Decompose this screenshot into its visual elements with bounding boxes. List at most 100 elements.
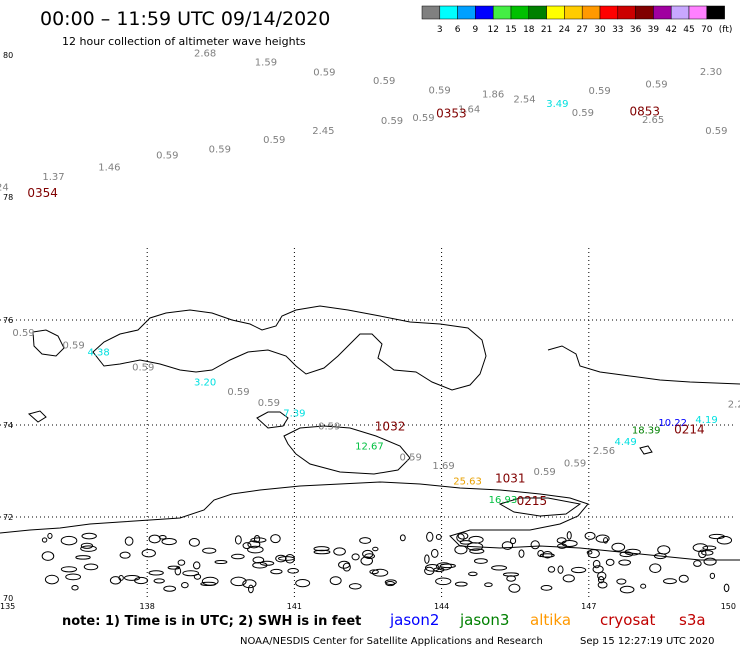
lake [247,545,264,554]
lake [313,549,331,555]
swh-value: 10.22 [658,418,687,429]
lake [182,570,200,577]
lake [371,568,389,577]
lake [678,574,689,583]
lake [252,556,265,564]
lake [539,553,555,558]
lake [41,551,55,561]
lake [372,546,379,552]
lake [348,583,362,590]
lake [435,577,452,586]
lake [234,535,242,545]
lake [252,561,268,569]
lake [708,533,725,540]
lake [430,548,439,558]
lake [109,576,122,585]
swh-value: 25.63 [453,476,482,487]
legend-swatch [457,5,476,20]
lake [161,537,177,546]
lake [230,576,247,587]
coast-inlet-east [498,497,582,517]
lake [158,535,167,540]
lake [192,561,201,570]
lake [329,576,342,586]
lake [338,560,351,569]
swh-value: 4.49 [614,437,636,448]
lake [369,569,379,575]
swh-value: 0.59 [564,458,586,469]
lake [540,585,553,591]
swh-value: 0.59 [258,398,280,409]
kotelny-island-outline [92,305,487,391]
lake [174,566,182,576]
lake [698,549,707,559]
lake [454,581,468,587]
legend-label: 15 [505,25,516,35]
lake [557,565,564,574]
lake [60,566,78,573]
lake [509,537,517,545]
swh-value: 0.59 [318,422,340,433]
coastlines [0,305,740,561]
lake [313,546,330,552]
legend-swatch [599,5,619,20]
legend-swatch [653,5,672,20]
lake [253,534,261,543]
swh-value: 2.45 [312,126,334,137]
lake [570,566,587,574]
swh-value: 4.38 [87,348,109,359]
lake [692,543,709,553]
lake [362,549,374,559]
legend-label: 30 [594,25,606,35]
swh-value: 0.59 [209,144,231,155]
swh-value: 2.24 [0,183,9,194]
lake [457,532,469,540]
lake [141,548,156,558]
lake [399,534,406,542]
swh-value: 18.39 [632,425,661,436]
lake [597,581,608,589]
lake [468,571,478,577]
lake [459,540,472,545]
lake [640,583,647,589]
swh-value: 0.59 [645,80,667,91]
lake [242,542,252,550]
lake [424,564,440,572]
lake [469,548,485,554]
swh-value: 2.20 [728,400,740,411]
swh-value: 0.59 [12,328,34,339]
lake [60,535,78,546]
lake [242,579,257,589]
lake [619,551,634,558]
legend-label: 18 [523,25,535,35]
lake [619,585,635,594]
legend-swatch [492,5,512,20]
lake [359,537,372,544]
swh-value: 0.59 [588,86,610,97]
lake [177,559,186,566]
legend-swatch [706,5,725,20]
legend-swatch [546,5,565,20]
legend-swatch [510,5,530,20]
swh-value: 0.59 [156,151,178,162]
legend-swatch [528,5,547,20]
lake [508,583,521,593]
wave-height-legend: 3 6 9 12 15 18 21 24 27 30 33 36 39 42 45 70 (ft) [421,5,732,35]
swh-value: 1.46 [98,163,120,174]
swh-value: 0.59 [263,135,285,146]
lake [188,538,200,547]
legend-label: 3 [437,25,443,35]
lake [597,571,607,581]
legend-label: 39 [648,25,660,35]
longitude-label: 147 [581,602,596,611]
lake [124,536,134,546]
lake [275,554,287,563]
legend-label: 9 [473,25,479,35]
swh-value: 0.59 [62,340,84,351]
lake [603,537,609,544]
lake [167,565,181,570]
lake [71,585,79,591]
latitude-label: 74 [3,421,13,430]
latitude-label: 78 [3,193,13,202]
longitude-label: 141 [287,602,302,611]
